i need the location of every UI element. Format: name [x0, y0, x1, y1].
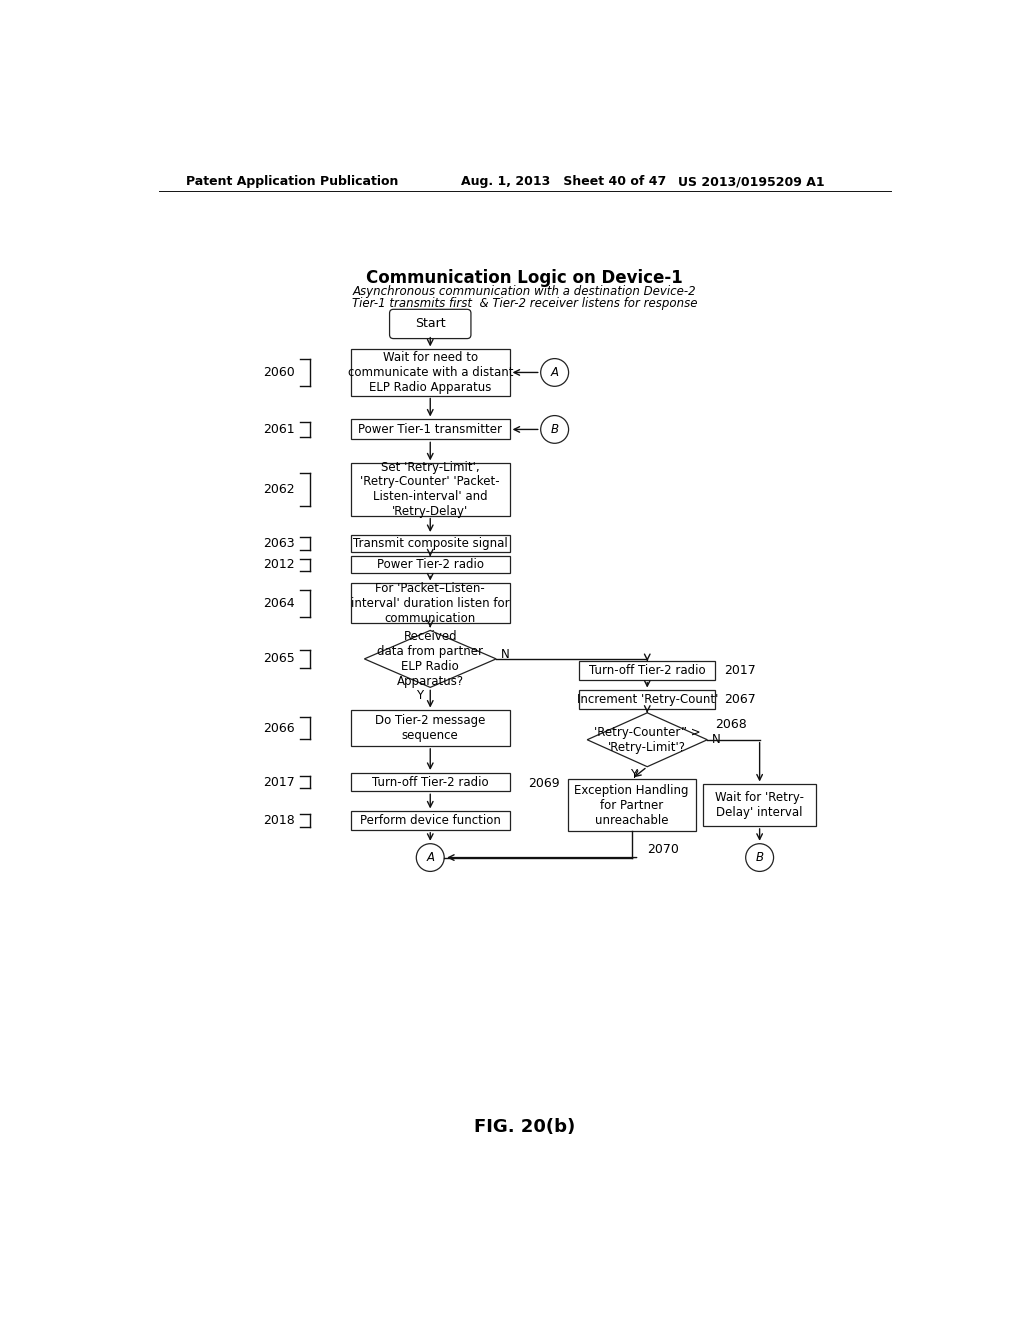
Text: 2060: 2060: [263, 366, 295, 379]
Text: B: B: [551, 422, 559, 436]
FancyBboxPatch shape: [580, 661, 715, 680]
Circle shape: [541, 359, 568, 387]
Text: 2018: 2018: [263, 814, 295, 828]
Text: Power Tier-2 radio: Power Tier-2 radio: [377, 558, 483, 572]
FancyBboxPatch shape: [351, 583, 510, 623]
Text: 2061: 2061: [263, 422, 295, 436]
Text: 2066: 2066: [263, 722, 295, 735]
Text: Perform device function: Perform device function: [359, 814, 501, 828]
Text: Aug. 1, 2013   Sheet 40 of 47: Aug. 1, 2013 Sheet 40 of 47: [461, 176, 667, 187]
Text: 'Retry-Counter” >
'Retry-Limit'?: 'Retry-Counter” > 'Retry-Limit'?: [594, 726, 700, 754]
Text: Transmit composite signal: Transmit composite signal: [353, 537, 508, 550]
FancyBboxPatch shape: [351, 535, 510, 552]
Text: Turn-off Tier-2 radio: Turn-off Tier-2 radio: [589, 664, 706, 677]
Text: 2068: 2068: [715, 718, 746, 731]
FancyBboxPatch shape: [568, 779, 695, 832]
Text: B: B: [756, 851, 764, 865]
Circle shape: [745, 843, 773, 871]
Text: Communication Logic on Device-1: Communication Logic on Device-1: [367, 269, 683, 286]
Text: Y: Y: [630, 768, 637, 781]
Text: 2012: 2012: [263, 558, 295, 572]
Text: Wait for need to
communicate with a distant
ELP Radio Apparatus: Wait for need to communicate with a dist…: [347, 351, 513, 393]
Text: For 'Packet–Listen-
interval' duration listen for
communication: For 'Packet–Listen- interval' duration l…: [351, 582, 510, 624]
Polygon shape: [365, 631, 496, 688]
Text: 2069: 2069: [528, 777, 560, 791]
Text: Tier-1 transmits first  & Tier-2 receiver listens for response: Tier-1 transmits first & Tier-2 receiver…: [352, 297, 697, 310]
Text: 2070: 2070: [647, 843, 679, 857]
Text: N: N: [501, 648, 510, 661]
FancyBboxPatch shape: [580, 690, 715, 709]
FancyBboxPatch shape: [351, 710, 510, 746]
Text: 2017: 2017: [263, 776, 295, 788]
FancyBboxPatch shape: [351, 774, 510, 792]
FancyBboxPatch shape: [703, 784, 816, 826]
Text: Start: Start: [415, 317, 445, 330]
Text: 2062: 2062: [263, 483, 295, 496]
Text: 2067: 2067: [724, 693, 756, 706]
Circle shape: [541, 416, 568, 444]
Text: Increment 'Retry-Count': Increment 'Retry-Count': [577, 693, 718, 706]
Text: Power Tier-1 transmitter: Power Tier-1 transmitter: [358, 422, 502, 436]
Text: Do Tier-2 message
sequence: Do Tier-2 message sequence: [375, 714, 485, 742]
Text: Set 'Retry-Limit',
'Retry-Counter' 'Packet-
Listen-interval' and
'Retry-Delay': Set 'Retry-Limit', 'Retry-Counter' 'Pack…: [360, 461, 500, 519]
FancyBboxPatch shape: [351, 350, 510, 396]
Text: A: A: [551, 366, 559, 379]
Text: 2063: 2063: [263, 537, 295, 550]
Text: FIG. 20(b): FIG. 20(b): [474, 1118, 575, 1137]
Text: 2017: 2017: [724, 664, 756, 677]
Text: Patent Application Publication: Patent Application Publication: [186, 176, 398, 187]
FancyBboxPatch shape: [389, 309, 471, 339]
Text: 2064: 2064: [263, 597, 295, 610]
Circle shape: [417, 843, 444, 871]
Polygon shape: [587, 713, 708, 767]
Text: Turn-off Tier-2 radio: Turn-off Tier-2 radio: [372, 776, 488, 788]
Text: Asynchronous communication with a destination Device-2: Asynchronous communication with a destin…: [353, 285, 696, 298]
Text: Wait for 'Retry-
Delay' interval: Wait for 'Retry- Delay' interval: [715, 791, 804, 820]
Text: Y: Y: [416, 689, 423, 702]
FancyBboxPatch shape: [351, 812, 510, 830]
FancyBboxPatch shape: [351, 557, 510, 573]
FancyBboxPatch shape: [351, 420, 510, 440]
Text: A: A: [426, 851, 434, 865]
FancyBboxPatch shape: [351, 463, 510, 516]
Text: 2065: 2065: [263, 652, 295, 665]
Text: Received
data from partner
ELP Radio
Apparatus?: Received data from partner ELP Radio App…: [377, 630, 483, 688]
Text: Exception Handling
for Partner
unreachable: Exception Handling for Partner unreachab…: [574, 784, 689, 826]
Text: N: N: [712, 733, 720, 746]
Text: US 2013/0195209 A1: US 2013/0195209 A1: [678, 176, 825, 187]
